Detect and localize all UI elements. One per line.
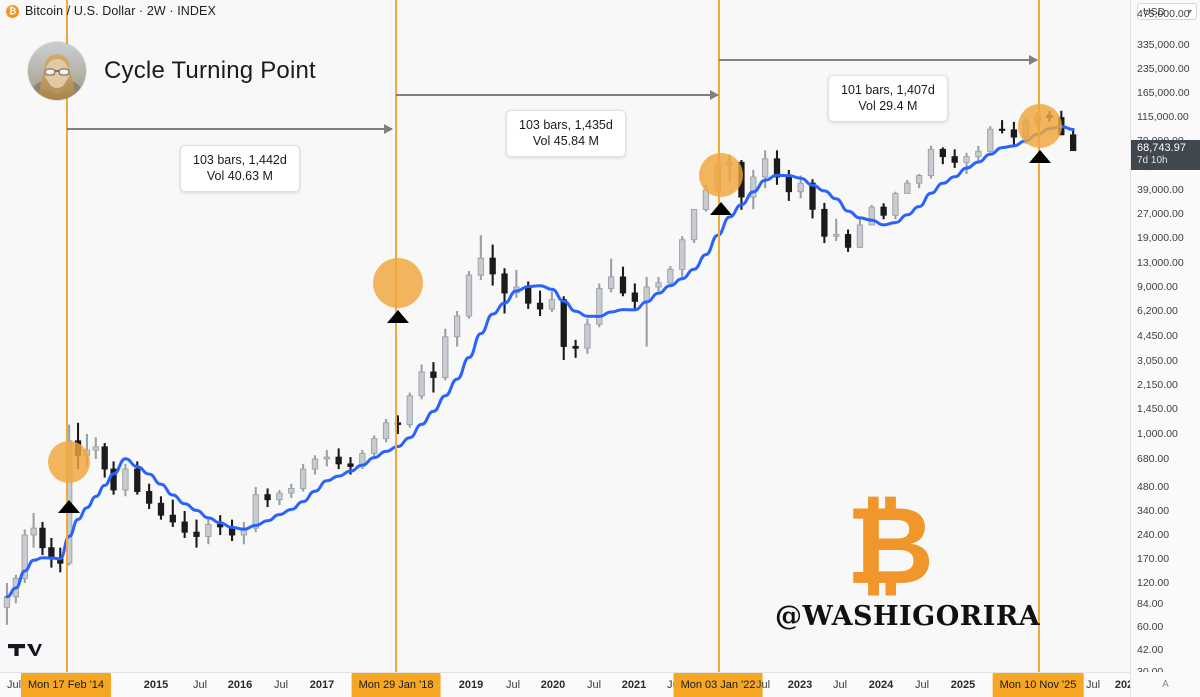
price-tick: 4,450.00 <box>1137 330 1178 342</box>
measurement-volume: Vol 40.63 M <box>206 169 273 183</box>
time-tick: Jul <box>1085 679 1101 691</box>
time-tick: Jul <box>586 679 602 691</box>
measurement-bars-days: 103 bars, 1,435d <box>519 118 613 132</box>
cycle-vertical-line[interactable] <box>395 0 397 672</box>
price-tick: 480.00 <box>1137 481 1170 493</box>
chevron-down-icon: ▾ <box>1187 7 1192 16</box>
price-tick: 13,000.00 <box>1137 257 1184 269</box>
price-tick: 6,200.00 <box>1137 305 1178 317</box>
time-tick: 2015 <box>143 679 169 691</box>
measurement-label-box[interactable]: 103 bars, 1,442d Vol 40.63 M <box>180 145 300 192</box>
avatar <box>28 42 86 100</box>
axis-settings-button[interactable]: A <box>1130 672 1200 697</box>
tradingview-logo <box>8 640 42 665</box>
time-tick: Jul <box>192 679 208 691</box>
price-tick: 9,000.00 <box>1137 281 1178 293</box>
cycle-top-circle-marker[interactable] <box>373 258 423 308</box>
measurement-arrow[interactable] <box>396 90 719 100</box>
price-tick: 340.00 <box>1137 505 1170 517</box>
cycle-top-circle-marker[interactable] <box>699 153 743 197</box>
price-tick: 680.00 <box>1137 453 1170 465</box>
price-tick: 170.00 <box>1137 553 1170 565</box>
moving-average-line <box>5 125 1075 599</box>
chart-header: ₿ Bitcoin / U.S. Dollar · 2W · INDEX <box>0 0 1200 22</box>
price-tick: 235,000.00 <box>1137 63 1190 75</box>
time-tick: 2021 <box>621 679 647 691</box>
chart-plot-area[interactable] <box>0 0 1130 672</box>
price-axis[interactable]: USD ▾ 475,000.00 335,000.00 235,000.00 165,… <box>1130 0 1200 678</box>
currency-label: USD <box>1143 5 1166 18</box>
currency-selector[interactable]: USD ▾ <box>1137 3 1197 20</box>
cycle-triangle-marker[interactable] <box>710 202 732 215</box>
cycle-turning-point-label: Cycle Turning Point <box>28 42 316 100</box>
cycle-triangle-marker[interactable] <box>387 310 409 323</box>
time-tick-highlighted: Mon 10 Nov '25 <box>992 673 1084 697</box>
btc-icon: ₿ <box>6 4 19 18</box>
price-tick: 27,000.00 <box>1137 208 1184 220</box>
measurement-arrow[interactable] <box>719 55 1038 65</box>
cycle-vertical-line[interactable] <box>1038 0 1040 672</box>
cycle-triangle-marker[interactable] <box>1029 150 1051 163</box>
cycle-top-circle-marker[interactable] <box>1018 104 1062 148</box>
price-tick: 120.00 <box>1137 577 1170 589</box>
page-title: Cycle Turning Point <box>104 57 316 84</box>
time-tick: Jul <box>273 679 289 691</box>
time-tick: 2017 <box>309 679 335 691</box>
price-tick: 335,000.00 <box>1137 39 1190 51</box>
time-tick: Jul <box>755 679 771 691</box>
time-tick: Jul <box>6 679 22 691</box>
price-tick: 1,000.00 <box>1137 428 1178 440</box>
cycle-top-circle-marker[interactable] <box>48 441 90 483</box>
time-tick: 2023 <box>787 679 813 691</box>
time-tick: 2024 <box>868 679 894 691</box>
time-tick: 2025 <box>950 679 976 691</box>
time-tick: Jul <box>832 679 848 691</box>
measurement-bars-days: 103 bars, 1,442d <box>193 153 287 167</box>
current-price-value: 68,743.97 <box>1137 142 1186 154</box>
current-price-tag: 68,743.97 7d 10h <box>1131 140 1200 170</box>
measurement-volume: Vol 29.4 M <box>858 99 918 113</box>
price-tick: 84.00 <box>1137 598 1164 610</box>
bar-countdown: 7d 10h <box>1137 155 1168 166</box>
time-tick: 2020 <box>540 679 566 691</box>
cycle-vertical-line[interactable] <box>718 0 720 672</box>
cycle-triangle-marker[interactable] <box>58 500 80 513</box>
cycle-vertical-line[interactable] <box>66 0 68 672</box>
measurement-bars-days: 101 bars, 1,407d <box>841 83 935 97</box>
price-tick: 165,000.00 <box>1137 87 1190 99</box>
price-tick: 19,000.00 <box>1137 232 1184 244</box>
time-tick: Jul <box>505 679 521 691</box>
price-series-svg <box>3 110 1077 625</box>
symbol-title[interactable]: Bitcoin / U.S. Dollar · 2W · INDEX <box>25 4 216 18</box>
price-tick: 39,000.00 <box>1137 184 1184 196</box>
price-tick: 115,000.00 <box>1137 111 1189 123</box>
price-tick: 240.00 <box>1137 529 1170 541</box>
measurement-label-box[interactable]: 103 bars, 1,435d Vol 45.84 M <box>506 110 626 157</box>
time-tick: 202 <box>1114 679 1134 691</box>
time-tick-highlighted: Mon 17 Feb '14 <box>20 673 112 697</box>
price-tick: 475,000.00 <box>1137 8 1190 20</box>
measurement-label-box[interactable]: 101 bars, 1,407d Vol 29.4 M <box>828 75 948 122</box>
time-tick-highlighted: Mon 03 Jan '22 <box>673 673 763 697</box>
time-tick: Jul <box>914 679 930 691</box>
ohlc-bars <box>3 110 1077 625</box>
time-tick-highlighted: Mon 29 Jan '18 <box>351 673 441 697</box>
price-tick: 42.00 <box>1137 644 1164 656</box>
measurement-arrow[interactable] <box>67 124 393 134</box>
time-tick: 2019 <box>458 679 484 691</box>
measurement-volume: Vol 45.84 M <box>532 134 599 148</box>
price-tick: 60.00 <box>1137 621 1164 633</box>
price-tick: 2,150.00 <box>1137 379 1178 391</box>
price-tick: 1,450.00 <box>1137 403 1178 415</box>
time-tick: 2016 <box>227 679 253 691</box>
price-tick: 3,050.00 <box>1137 355 1178 367</box>
